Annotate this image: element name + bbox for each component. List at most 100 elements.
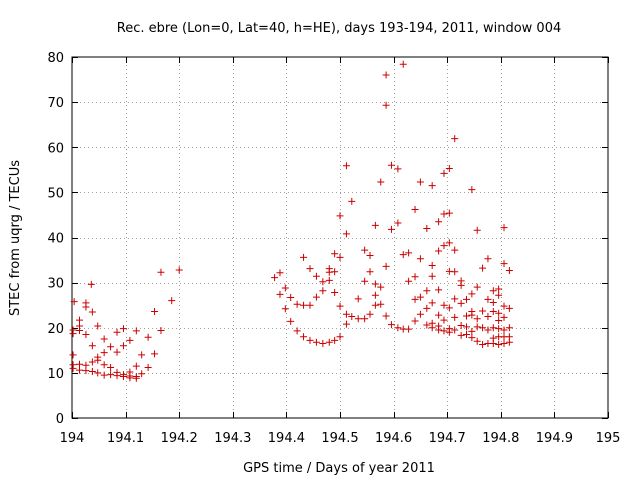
data-point (377, 178, 385, 186)
data-point (468, 186, 476, 194)
data-point (505, 266, 513, 274)
data-point (411, 273, 419, 281)
x-tick-label: 194.5 (321, 431, 358, 446)
data-point (371, 291, 379, 299)
data-point (505, 304, 513, 312)
data-point (281, 305, 289, 313)
data-point (281, 284, 289, 292)
data-point (489, 287, 497, 295)
data-point (451, 313, 459, 321)
data-point (119, 325, 127, 333)
data-point (440, 242, 448, 250)
grid-lines (72, 57, 608, 418)
data-point (435, 247, 443, 255)
data-point (479, 264, 487, 272)
data-point (440, 301, 448, 309)
data-point (366, 310, 374, 318)
data-point (87, 280, 95, 288)
data-point (416, 178, 424, 186)
data-point (468, 311, 476, 319)
data-point (405, 249, 413, 257)
data-point (361, 277, 369, 285)
data-point (435, 286, 443, 294)
data-point (411, 206, 419, 214)
data-point (94, 322, 102, 330)
data-point (451, 135, 459, 143)
data-point (462, 295, 470, 303)
data-point (312, 338, 320, 346)
data-point (88, 368, 96, 376)
data-point (336, 212, 344, 220)
y-tick-label: 50 (47, 186, 64, 201)
data-point (489, 298, 497, 306)
data-point (88, 308, 96, 316)
data-point (411, 317, 419, 325)
data-point (445, 164, 453, 172)
x-tick-label: 194.2 (161, 431, 198, 446)
data-point (126, 336, 134, 344)
data-point (445, 328, 453, 336)
data-point (484, 312, 492, 320)
data-point (468, 290, 476, 298)
data-point (382, 101, 390, 109)
data-point (387, 225, 395, 233)
data-point (126, 374, 134, 382)
data-point (312, 293, 320, 301)
data-point (293, 300, 301, 308)
data-point (473, 323, 481, 331)
data-point (366, 252, 374, 260)
data-point (113, 348, 121, 356)
data-point (394, 219, 402, 227)
data-point (416, 310, 424, 318)
y-tick-label: 40 (47, 232, 64, 247)
data-point (151, 350, 159, 358)
data-point (306, 265, 314, 273)
data-point (428, 261, 436, 269)
data-point (457, 299, 465, 307)
data-point (371, 221, 379, 229)
data-point (168, 297, 176, 305)
data-point (300, 333, 308, 341)
data-point (312, 272, 320, 280)
data-point (505, 324, 513, 332)
data-point (440, 169, 448, 177)
data-point (331, 336, 339, 344)
data-point (76, 316, 84, 324)
data-point (132, 374, 140, 382)
data-point (479, 307, 487, 315)
x-tick-label: 194.4 (268, 431, 305, 446)
chart-title: Rec. ebre (Lon=0, Lat=40, h=HE), days 19… (117, 21, 561, 36)
data-point (319, 340, 327, 348)
data-point (138, 351, 146, 359)
data-point (331, 250, 339, 258)
data-point (107, 363, 115, 371)
data-point (175, 266, 183, 274)
data-point (319, 287, 327, 295)
data-point (107, 371, 115, 379)
data-point (423, 321, 431, 329)
data-point (484, 255, 492, 263)
data-point (70, 298, 78, 306)
data-point (445, 239, 453, 247)
data-point (100, 349, 108, 357)
data-point (457, 321, 465, 329)
data-point (336, 302, 344, 310)
data-point (445, 304, 453, 312)
data-point (82, 367, 90, 375)
x-tick-label: 194.9 (536, 431, 573, 446)
x-tick-label: 194.6 (375, 431, 412, 446)
data-point (306, 336, 314, 344)
data-point (371, 280, 379, 288)
data-point (325, 338, 333, 346)
x-tick-label: 194.1 (107, 431, 144, 446)
x-tick-label: 194.8 (482, 431, 519, 446)
data-point (484, 295, 492, 303)
y-tick-labels: 0 10 20 30 40 50 60 70 80 (47, 51, 64, 427)
y-tick-label: 0 (56, 412, 64, 427)
data-point (411, 295, 419, 303)
data-point (325, 276, 333, 284)
data-point (473, 283, 481, 291)
y-axis-label: STEC from uqrg / TECUs (8, 160, 23, 316)
y-tick-label: 60 (47, 141, 64, 156)
